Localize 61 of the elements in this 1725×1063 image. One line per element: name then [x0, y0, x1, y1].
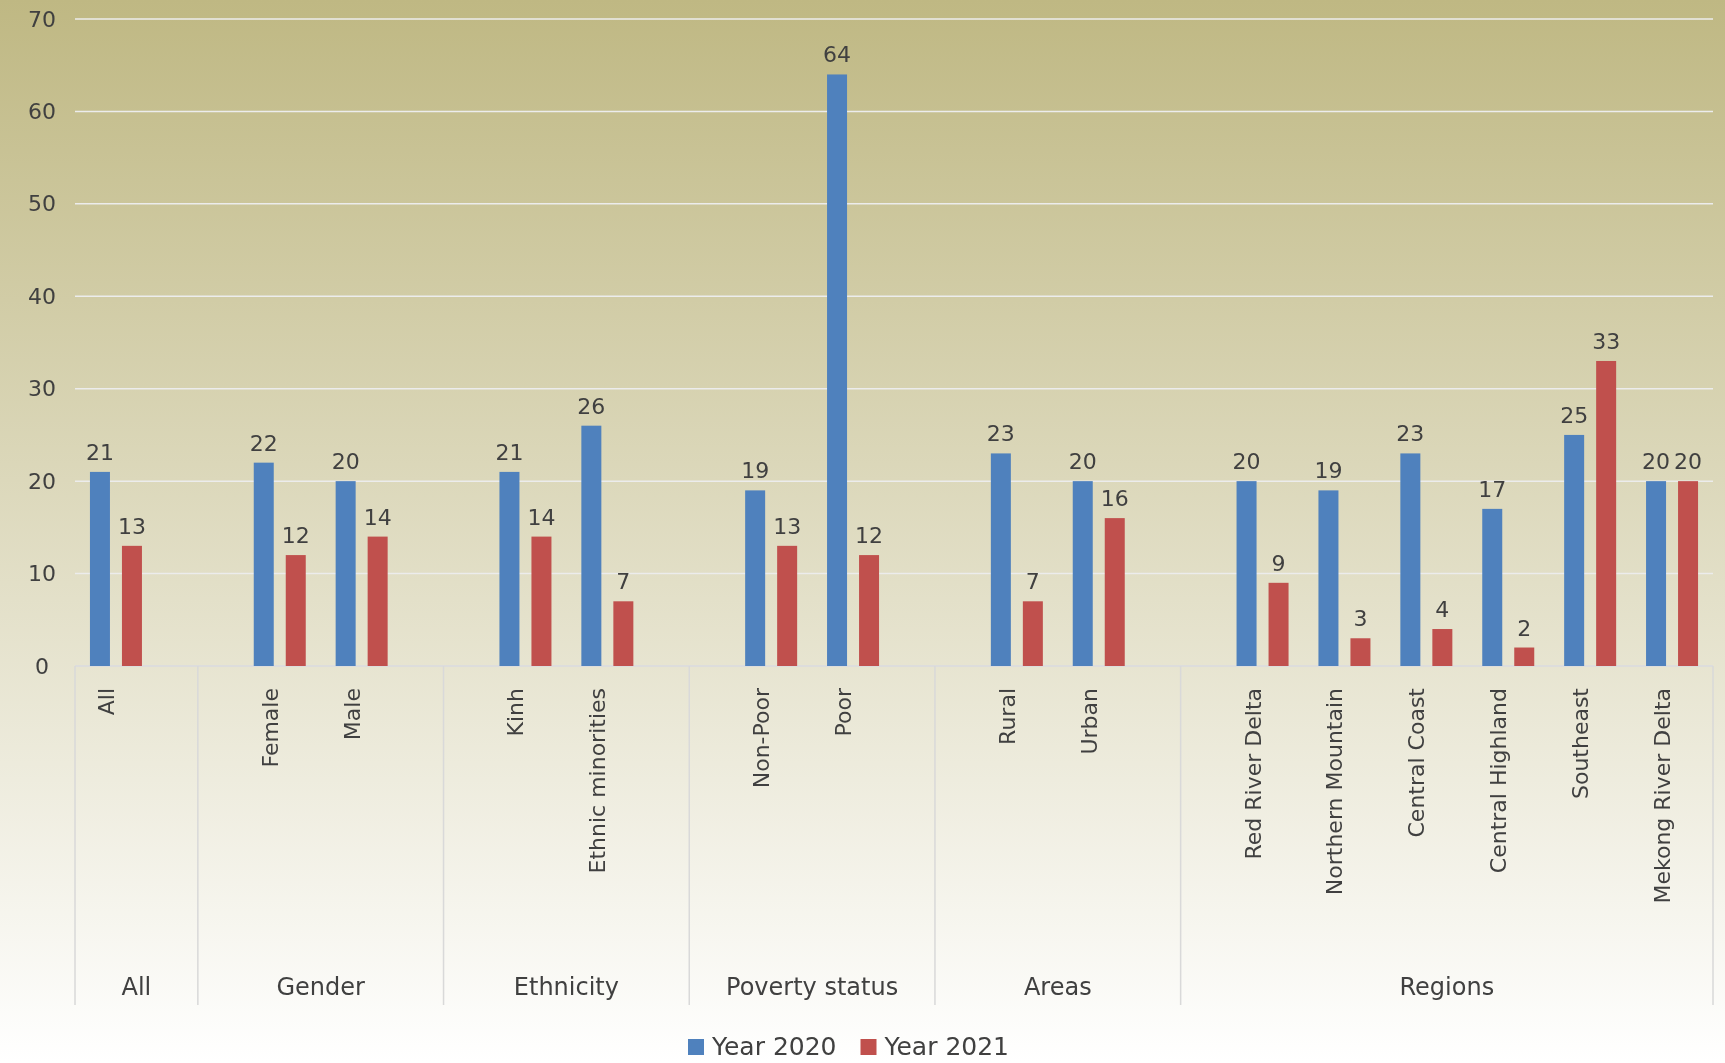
data-label: 23 [986, 421, 1015, 447]
y-tick-label: 20 [28, 468, 56, 494]
data-label: 20 [1232, 449, 1261, 475]
text: All [121, 973, 152, 1001]
data-label: 21 [495, 439, 524, 465]
data-label: 25 [1560, 402, 1589, 428]
x-tick-label: Ethnic minorities [585, 688, 611, 874]
text: Ethnicity [513, 973, 619, 1001]
x-tick-label: Male [339, 688, 365, 741]
x-tick-label: Urban [1076, 688, 1102, 755]
data-label: 20 [1642, 449, 1671, 475]
x-tick-label: Central Coast [1404, 687, 1430, 838]
data-label: 9 [1271, 550, 1286, 576]
data-label: 12 [281, 523, 310, 549]
x-tick-label: Non-Poor [749, 687, 775, 789]
y-tick-label: 60 [28, 98, 56, 124]
x-tick-label: Red River Delta [1240, 688, 1266, 860]
data-label: 19 [741, 458, 770, 484]
data-label: 16 [1100, 486, 1129, 512]
text: Areas [1023, 973, 1092, 1001]
data-label: 7 [1025, 569, 1040, 595]
data-label: 12 [855, 523, 884, 549]
legend-label: Year 2021 [883, 1032, 1009, 1061]
x-tick-label: Kinh [503, 688, 529, 737]
data-label: 17 [1478, 476, 1507, 502]
y-tick-label: 70 [28, 6, 56, 32]
y-tick-label: 50 [28, 191, 56, 217]
legend-label: Year 2020 [711, 1032, 837, 1061]
data-label: 2 [1517, 615, 1532, 641]
data-label: 20 [331, 449, 360, 475]
data-label: 20 [1674, 449, 1703, 475]
text: Gender [276, 973, 366, 1001]
data-label: 19 [1314, 458, 1343, 484]
text: Poverty status [726, 973, 899, 1001]
data-label: 26 [577, 393, 606, 419]
x-tick-label: Mekong River Delta [1650, 688, 1676, 904]
data-label: 4 [1435, 597, 1450, 623]
data-label: 64 [823, 42, 852, 68]
data-label: 14 [363, 504, 392, 530]
x-tick-label: Poor [831, 687, 857, 737]
data-label: 22 [249, 430, 278, 456]
y-tick-label: 30 [28, 376, 56, 402]
data-label: 13 [117, 513, 146, 539]
text: Regions [1399, 973, 1495, 1001]
data-label: 23 [1396, 421, 1425, 447]
data-label: 33 [1592, 328, 1621, 354]
x-tick-label: Northern Mountain [1322, 688, 1348, 896]
data-label: 21 [85, 439, 114, 465]
y-tick-label: 0 [35, 653, 49, 679]
y-tick-label: 40 [28, 283, 56, 309]
x-tick-label: Female [257, 688, 283, 768]
data-label: 7 [616, 569, 631, 595]
data-label: 3 [1353, 606, 1368, 632]
data-label: 14 [527, 504, 556, 530]
data-label: 13 [773, 513, 802, 539]
x-tick-label: Southeast [1568, 687, 1594, 800]
x-tick-label: Central Highland [1486, 688, 1512, 874]
x-tick-label: Rural [994, 688, 1020, 745]
x-tick-label: All [93, 688, 119, 716]
data-label: 20 [1068, 449, 1097, 475]
y-tick-label: 10 [28, 561, 56, 587]
